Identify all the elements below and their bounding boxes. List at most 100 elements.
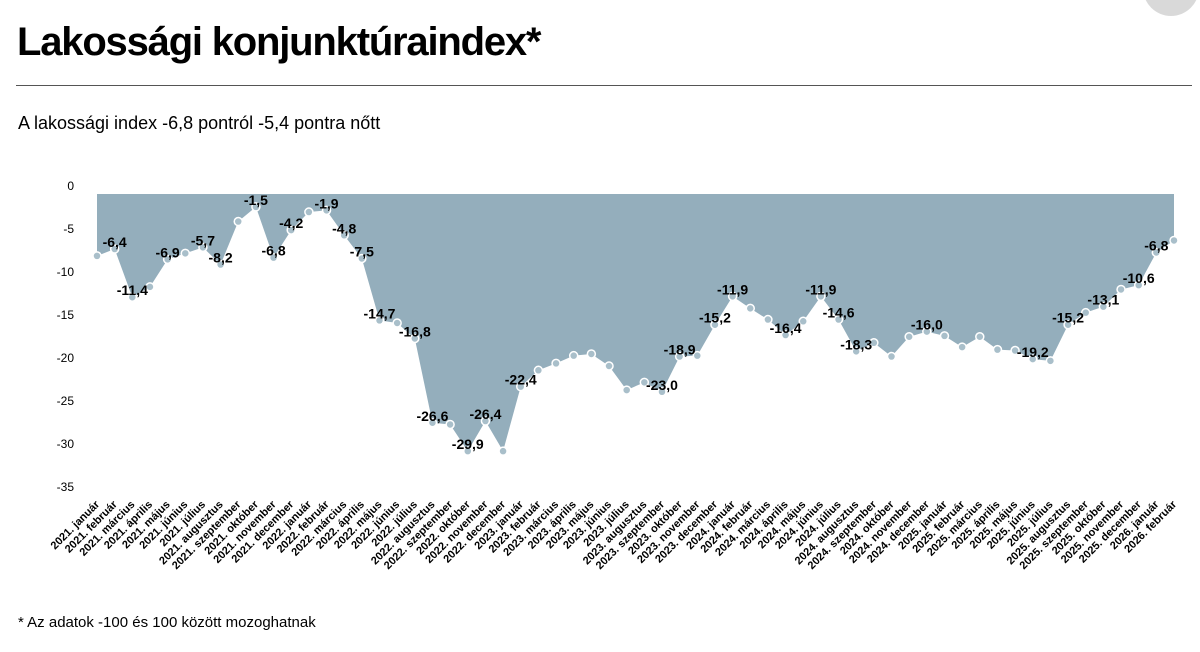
data-point — [798, 316, 808, 327]
data-point — [109, 244, 120, 254]
data-label: -1,9 — [314, 195, 338, 211]
data-point — [904, 332, 914, 342]
data-point — [1080, 307, 1091, 318]
data-point — [533, 365, 544, 376]
data-point — [198, 242, 208, 253]
data-point — [145, 282, 155, 292]
data-label: -7,5 — [350, 244, 374, 260]
y-tick-label: -15 — [57, 308, 75, 322]
data-point — [604, 361, 614, 371]
data-label: -6,8 — [1144, 237, 1168, 253]
data-point — [374, 315, 385, 326]
page-title: Lakossági konjunktúraindex* — [17, 20, 542, 64]
data-point — [992, 344, 1003, 355]
data-point — [268, 252, 279, 263]
y-tick-label: -30 — [57, 437, 75, 451]
data-point — [551, 358, 561, 369]
data-label: -11,9 — [717, 281, 748, 297]
data-point — [515, 381, 526, 392]
data-label: -4,8 — [332, 220, 356, 236]
data-point — [674, 351, 685, 362]
data-point — [339, 230, 349, 241]
data-point — [586, 349, 597, 359]
y-tick-label: -10 — [57, 265, 75, 279]
data-label: -6,8 — [261, 243, 285, 259]
data-label: -8,2 — [209, 250, 233, 266]
corner-avatar-circle[interactable] — [1143, 0, 1199, 16]
data-point — [286, 225, 296, 235]
data-label: -5,7 — [191, 232, 215, 248]
data-labels: -6,4 -11,4 -6,9 -5,7 -8,2 -1,5 -6,8 -4,2 -1,9 -4,… — [103, 192, 1169, 452]
data-point — [463, 446, 473, 456]
data-point — [410, 333, 420, 344]
data-label: -13,1 — [1087, 292, 1119, 308]
data-label: -19,2 — [1017, 344, 1049, 360]
data-label: -10,6 — [1123, 270, 1155, 286]
data-point — [1045, 356, 1056, 366]
data-point — [392, 318, 402, 328]
data-point — [162, 254, 173, 265]
data-point — [833, 314, 844, 325]
data-point — [1063, 319, 1073, 330]
data-label: -14,6 — [823, 305, 855, 321]
data-point — [498, 446, 508, 456]
area-chart: 0-5-10-15-20-25-30-35 -6,4-11,4-6,9-5,7-… — [49, 179, 1180, 572]
data-label: -18,9 — [664, 342, 696, 358]
data-point — [251, 202, 261, 212]
y-tick-label: -35 — [57, 480, 75, 494]
data-point — [692, 350, 703, 361]
data-label: -22,4 — [505, 372, 537, 388]
data-point — [427, 418, 438, 428]
y-tick-label: -20 — [57, 351, 75, 365]
data-point — [657, 387, 667, 397]
data-point — [92, 251, 102, 261]
data-point — [851, 346, 861, 357]
index-area — [97, 194, 1174, 452]
y-tick-label: 0 — [67, 179, 74, 193]
footnote: * Az adatok -100 és 100 között mozoghatn… — [18, 614, 316, 631]
data-label: -6,9 — [156, 244, 180, 260]
data-label: -15,2 — [699, 310, 731, 326]
data-point — [180, 248, 191, 259]
data-label: -14,7 — [364, 305, 396, 321]
data-point — [780, 330, 791, 340]
data-point — [1010, 345, 1020, 356]
y-axis: 0 -5 -10 -15 -20 -25 -30 -35 — [57, 179, 75, 494]
data-point — [763, 314, 773, 325]
data-point — [1133, 280, 1144, 290]
data-label: -18,3 — [840, 336, 872, 352]
data-label: -26,6 — [416, 408, 448, 424]
data-point — [727, 291, 738, 302]
data-point — [568, 350, 579, 361]
data-point — [816, 291, 826, 302]
data-label: -11,4 — [117, 282, 148, 298]
data-point — [1116, 284, 1126, 295]
y-tick-label: -25 — [57, 394, 75, 408]
chart-subtitle: A lakossági index -6,8 pontról -5,4 pont… — [18, 113, 381, 133]
data-label: -16,4 — [770, 320, 802, 336]
data-point — [1151, 247, 1162, 258]
data-point — [357, 253, 367, 264]
data-label: -23,0 — [646, 377, 678, 393]
data-point — [639, 377, 650, 388]
data-label: -1,5 — [244, 192, 268, 208]
data-point — [1098, 301, 1109, 312]
data-point — [215, 259, 226, 270]
data-point — [745, 303, 756, 314]
title-divider — [16, 85, 1192, 86]
data-point — [1169, 235, 1179, 246]
data-point — [922, 326, 932, 337]
data-label: -26,4 — [469, 406, 501, 422]
data-point — [233, 216, 243, 227]
data-label: -16,8 — [399, 323, 431, 339]
data-point — [869, 338, 879, 348]
data-point — [480, 416, 491, 426]
data-point — [975, 332, 985, 342]
data-point — [621, 385, 632, 395]
y-tick-label: -5 — [63, 222, 74, 236]
data-label: -16,0 — [911, 317, 943, 333]
data-point — [710, 319, 720, 330]
data-label: -11,9 — [805, 281, 836, 297]
data-point — [939, 331, 950, 341]
